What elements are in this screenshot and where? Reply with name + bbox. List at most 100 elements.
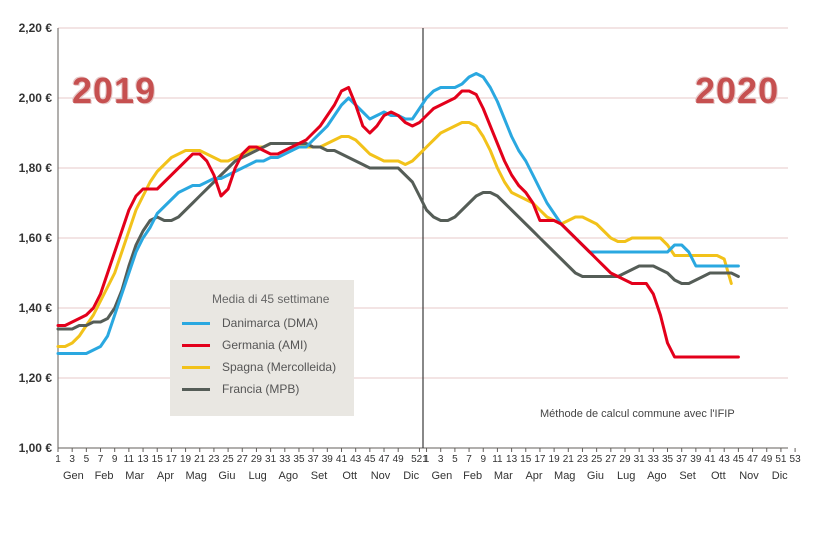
x-axis-week-label: 25: [223, 454, 234, 465]
x-axis-week-label: 1: [424, 454, 430, 465]
x-axis-week-label: 19: [180, 454, 191, 465]
x-axis-week-label: 45: [364, 454, 375, 465]
x-axis-week-label: 5: [452, 454, 458, 465]
x-axis-week-label: 23: [208, 454, 219, 465]
x-axis-month-label: Ott: [342, 470, 357, 482]
x-axis-month-label: Nov: [739, 470, 759, 482]
y-axis-tick-label: 1,40 €: [8, 301, 52, 315]
x-axis-week-label: 35: [662, 454, 673, 465]
x-axis-month-label: Mag: [186, 470, 207, 482]
y-axis-tick-label: 1,80 €: [8, 161, 52, 175]
x-axis-week-label: 3: [438, 454, 444, 465]
x-axis-month-label: Dic: [772, 470, 788, 482]
x-axis-week-label: 23: [577, 454, 588, 465]
x-axis-week-label: 49: [761, 454, 772, 465]
legend-label: Danimarca (DMA): [222, 316, 318, 330]
x-axis-month-label: Giu: [218, 470, 235, 482]
x-axis-month-label: Ago: [279, 470, 299, 482]
legend-swatch: [182, 322, 210, 325]
x-axis-week-label: 43: [350, 454, 361, 465]
legend-item: Germania (AMI): [182, 338, 336, 352]
legend-item: Danimarca (DMA): [182, 316, 336, 330]
x-axis-week-label: 31: [634, 454, 645, 465]
x-axis-week-label: 27: [237, 454, 248, 465]
legend-item: Francia (MPB): [182, 382, 336, 396]
x-axis-month-label: Set: [311, 470, 328, 482]
x-axis-week-label: 33: [648, 454, 659, 465]
x-axis-month-label: Gen: [63, 470, 84, 482]
x-axis-week-label: 7: [466, 454, 472, 465]
x-axis-week-label: 13: [137, 454, 148, 465]
legend: Media di 45 settimane Danimarca (DMA) Ger…: [170, 280, 354, 416]
x-axis-month-label: Lug: [617, 470, 635, 482]
x-axis-week-label: 29: [619, 454, 630, 465]
x-axis-week-label: 11: [124, 454, 134, 465]
y-axis-tick-label: 2,00 €: [8, 91, 52, 105]
x-axis-month-label: Apr: [157, 470, 174, 482]
legend-label: Francia (MPB): [222, 382, 299, 396]
footnote: Méthode de calcul commune avec l'IFIP: [540, 408, 735, 420]
x-axis-week-label: 47: [378, 454, 389, 465]
x-axis-week-label: 49: [393, 454, 404, 465]
legend-label: Germania (AMI): [222, 338, 307, 352]
x-axis-month-label: Feb: [95, 470, 114, 482]
x-axis-month-label: Ott: [711, 470, 726, 482]
x-axis-month-label: Apr: [525, 470, 542, 482]
y-axis-tick-label: 2,20 €: [8, 21, 52, 35]
x-axis-week-label: 5: [84, 454, 90, 465]
x-axis-month-label: Dic: [403, 470, 419, 482]
x-axis-week-label: 21: [194, 454, 205, 465]
x-axis-week-label: 9: [480, 454, 486, 465]
chart-container: 2019 2020 Media di 45 settimane Danimarc…: [0, 0, 820, 540]
x-axis-week-label: 15: [520, 454, 531, 465]
x-axis-month-label: Mar: [494, 470, 513, 482]
x-axis-month-label: Feb: [463, 470, 482, 482]
x-axis-week-label: 41: [336, 454, 347, 465]
legend-swatch: [182, 344, 210, 347]
legend-title: Media di 45 settimane: [212, 292, 336, 306]
x-axis-month-label: Lug: [248, 470, 266, 482]
year-label-2020: 2020: [695, 70, 779, 112]
x-axis-week-label: 39: [322, 454, 333, 465]
x-axis-week-label: 37: [676, 454, 687, 465]
y-axis-tick-label: 1,00 €: [8, 441, 52, 455]
x-axis-month-label: Mag: [554, 470, 575, 482]
x-axis-week-label: 51: [775, 454, 786, 465]
x-axis-week-label: 53: [790, 454, 801, 465]
x-axis-week-label: 27: [605, 454, 616, 465]
x-axis-month-label: Ago: [647, 470, 667, 482]
x-axis-month-label: Nov: [371, 470, 391, 482]
x-axis-week-label: 25: [591, 454, 602, 465]
x-axis-week-label: 39: [690, 454, 701, 465]
legend-label: Spagna (Mercolleida): [222, 360, 336, 374]
x-axis-week-label: 29: [251, 454, 262, 465]
x-axis-week-label: 21: [563, 454, 574, 465]
x-axis-week-label: 41: [704, 454, 715, 465]
legend-item: Spagna (Mercolleida): [182, 360, 336, 374]
x-axis-week-label: 43: [719, 454, 730, 465]
year-label-2019: 2019: [72, 70, 156, 112]
x-axis-month-label: Set: [679, 470, 696, 482]
legend-swatch: [182, 366, 210, 369]
x-axis-week-label: 45: [733, 454, 744, 465]
x-axis-week-label: 31: [265, 454, 276, 465]
x-axis-week-label: 19: [549, 454, 560, 465]
y-axis-tick-label: 1,60 €: [8, 231, 52, 245]
x-axis-week-label: 9: [112, 454, 118, 465]
x-axis-week-label: 11: [492, 454, 502, 465]
x-axis-week-label: 35: [293, 454, 304, 465]
x-axis-month-label: Mar: [125, 470, 144, 482]
x-axis-week-label: 17: [534, 454, 545, 465]
x-axis-week-label: 1: [55, 454, 61, 465]
x-axis-week-label: 13: [506, 454, 517, 465]
x-axis-week-label: 17: [166, 454, 177, 465]
x-axis-week-label: 3: [69, 454, 75, 465]
y-axis-tick-label: 1,20 €: [8, 371, 52, 385]
x-axis-week-label: 7: [98, 454, 104, 465]
x-axis-month-label: Giu: [587, 470, 604, 482]
x-axis-month-label: Gen: [431, 470, 452, 482]
x-axis-week-label: 47: [747, 454, 758, 465]
x-axis-week-label: 33: [279, 454, 290, 465]
x-axis-week-label: 37: [308, 454, 319, 465]
legend-swatch: [182, 388, 210, 391]
